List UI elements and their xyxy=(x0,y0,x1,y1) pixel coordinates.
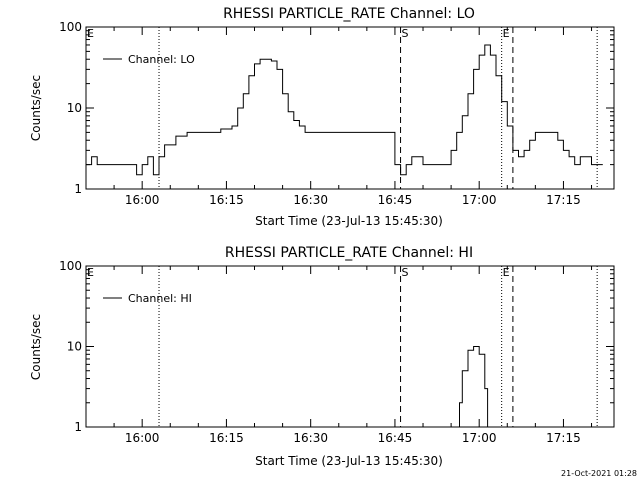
event-marker-label: E xyxy=(87,27,94,40)
event-marker-label: S xyxy=(402,27,409,40)
chart-panel-hi: RHESSI PARTICLE_RATE Channel: HI Counts/… xyxy=(29,245,615,468)
event-marker-label: S xyxy=(402,266,409,279)
y-tick-label: 10 xyxy=(67,340,82,354)
event-marker-label: E xyxy=(503,266,510,279)
data-series xyxy=(86,44,603,176)
x-tick-label: 17:00 xyxy=(462,193,497,207)
y-tick-label: 1 xyxy=(74,420,82,434)
x-tick-label: 17:15 xyxy=(546,193,581,207)
x-axis-label: Start Time (23-Jul-13 15:45:30) xyxy=(255,454,443,468)
x-tick-label: 16:30 xyxy=(293,193,328,207)
event-marker-label: E xyxy=(87,266,94,279)
y-axis-label: Counts/sec xyxy=(29,75,43,141)
x-tick-label: 16:30 xyxy=(293,431,328,445)
plot-frame xyxy=(85,265,615,428)
chart-title: RHESSI PARTICLE_RATE Channel: LO xyxy=(223,6,475,22)
y-tick-label: 100 xyxy=(59,259,82,273)
x-tick-label: 16:00 xyxy=(125,431,160,445)
y-tick-label: 1 xyxy=(74,182,82,196)
chart-panel-lo: RHESSI PARTICLE_RATE Channel: LO Counts/… xyxy=(29,6,615,228)
axis-ticks: 16:00 16:15 16:30 16:45 17:00 17:15 1 10 100 xyxy=(59,20,614,207)
chart-title: RHESSI PARTICLE_RATE Channel: HI xyxy=(225,245,473,261)
series-line xyxy=(456,346,489,428)
legend-entry: Channel: HI xyxy=(128,292,192,305)
x-tick-label: 16:45 xyxy=(378,193,413,207)
series-line xyxy=(86,44,603,176)
legend: Channel: LO xyxy=(103,53,195,66)
y-axis-label: Counts/sec xyxy=(29,314,43,380)
x-tick-label: 16:15 xyxy=(209,193,244,207)
plot-frame xyxy=(85,26,615,190)
legend: Channel: HI xyxy=(103,292,192,305)
x-tick-label: 17:15 xyxy=(546,431,581,445)
legend-entry: Channel: LO xyxy=(128,53,195,66)
data-series xyxy=(456,346,489,428)
y-tick-label: 10 xyxy=(67,101,82,115)
x-tick-label: 16:00 xyxy=(125,193,160,207)
axis-ticks: 16:00 16:15 16:30 16:45 17:00 17:15 1 10 100 xyxy=(59,259,614,445)
x-tick-label: 16:15 xyxy=(209,431,244,445)
x-axis-label: Start Time (23-Jul-13 15:45:30) xyxy=(255,214,443,228)
x-tick-label: 16:45 xyxy=(378,431,413,445)
footer-timestamp: 21-Oct-2021 01:28 xyxy=(561,469,637,478)
y-tick-label: 100 xyxy=(59,20,82,34)
event-marker-label: E xyxy=(503,27,510,40)
x-tick-label: 17:00 xyxy=(462,431,497,445)
